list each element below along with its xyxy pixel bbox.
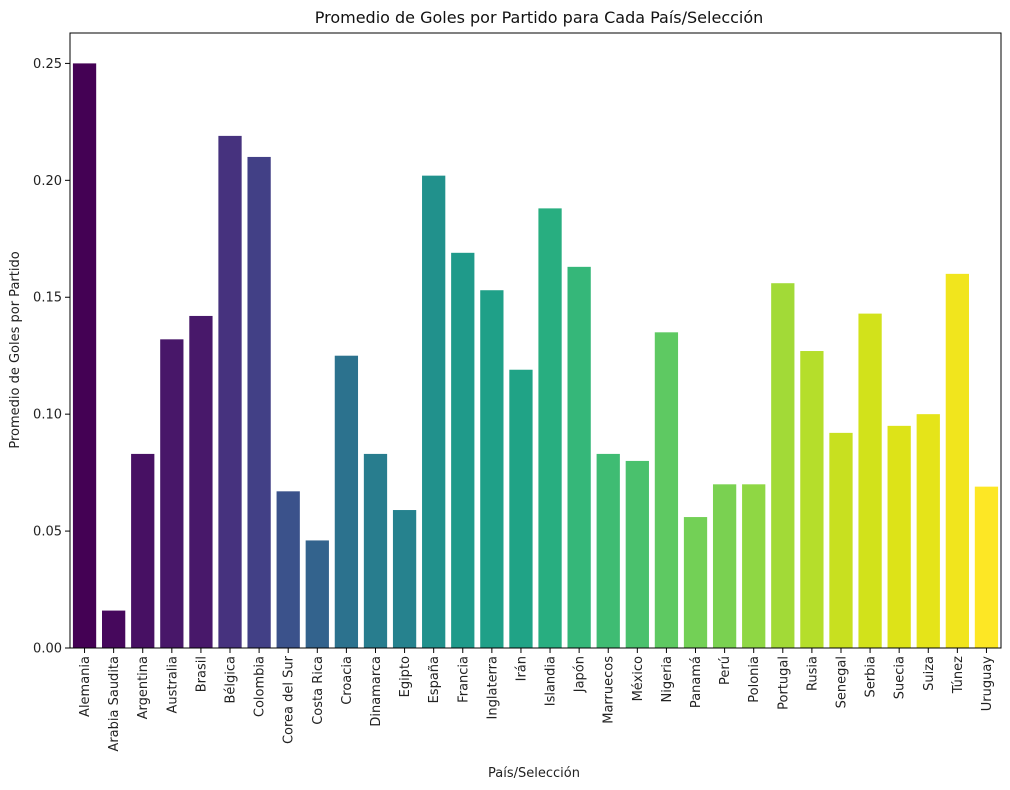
x-tick-label: Bélgica <box>224 656 239 704</box>
bar-15 <box>480 290 504 648</box>
bar-25 <box>771 283 795 648</box>
x-tick-label: Portugal <box>776 656 791 710</box>
bars-group <box>72 63 999 649</box>
bar-31 <box>945 273 969 648</box>
x-tick-label: Perú <box>718 656 733 685</box>
x-tick-label: Japón <box>573 656 588 693</box>
bar-30 <box>916 414 940 648</box>
bar-32 <box>974 486 999 648</box>
bar-10 <box>334 355 359 648</box>
x-tick-label: Suecia <box>893 656 908 699</box>
bar-24 <box>742 484 766 648</box>
bar-20 <box>625 460 649 648</box>
bar-8 <box>276 491 300 648</box>
x-tick-label: España <box>427 656 442 703</box>
y-tick-label: 0.05 <box>33 525 62 540</box>
bar-7 <box>247 156 271 648</box>
bar-19 <box>596 453 620 648</box>
x-tick-label: Polonia <box>747 656 762 703</box>
x-tick-label: Rusia <box>805 656 820 691</box>
bar-14 <box>451 252 475 649</box>
x-tick-label: Túnez <box>951 656 966 694</box>
x-tick-label: Arabia Saudita <box>107 656 122 752</box>
x-tick-label: Egipto <box>398 656 413 697</box>
x-tick-label: Panamá <box>689 656 704 708</box>
bar-1 <box>72 63 97 649</box>
x-tick-label: Serbia <box>864 656 879 697</box>
bar-5 <box>189 315 213 648</box>
chart-title: Promedio de Goles por Partido para Cada … <box>315 8 764 27</box>
x-tick-label: Colombia <box>253 656 268 717</box>
x-tick-label: Irán <box>514 656 529 681</box>
x-tick-label: Marruecos <box>602 656 617 724</box>
bar-2 <box>102 610 126 648</box>
bar-3 <box>131 453 155 648</box>
x-tick-label: Croacia <box>340 656 355 705</box>
bar-18 <box>567 266 591 648</box>
x-tick-label: Argentina <box>136 656 151 719</box>
x-tick-label: Dinamarca <box>369 656 384 727</box>
bar-29 <box>887 425 911 648</box>
x-tick-label: Suiza <box>922 656 937 691</box>
x-tick-label: Brasil <box>194 656 209 692</box>
bar-21 <box>654 332 679 648</box>
x-tick-label: Islandia <box>544 656 559 706</box>
x-tick-label: Australia <box>165 656 180 714</box>
bar-6 <box>218 135 242 648</box>
x-tick-label: Senegal <box>834 656 849 708</box>
x-tick-label: México <box>631 656 646 701</box>
y-tick-label: 0.20 <box>33 174 62 189</box>
x-tick-label: Alemania <box>78 656 93 717</box>
bar-28 <box>858 313 882 648</box>
x-axis-ticks: Alemania Arabia Saudita Argentina Australia… <box>78 648 995 752</box>
bar-13 <box>422 175 446 648</box>
y-tick-label: 0.10 <box>33 408 62 423</box>
y-axis-title: Promedio de Goles por Partido <box>8 251 23 448</box>
y-tick-label: 0.15 <box>33 291 62 306</box>
x-tick-label: Costa Rica <box>311 656 326 725</box>
x-tick-label: Corea del Sur <box>282 655 297 744</box>
x-tick-label: Inglaterra <box>485 656 500 719</box>
bar-4 <box>160 339 184 648</box>
x-axis-title: País/Selección <box>488 766 580 781</box>
bar-23 <box>712 484 737 648</box>
bar-11 <box>363 453 388 648</box>
x-tick-label: Uruguay <box>980 656 995 712</box>
plot-frame <box>69 32 1002 649</box>
bar-16 <box>509 369 533 648</box>
y-axis-ticks: 0.00 0.05 0.10 0.15 0.20 0.25 <box>33 57 70 657</box>
x-tick-label: Francia <box>456 656 471 703</box>
bar-17 <box>538 208 562 648</box>
bar-27 <box>829 432 853 648</box>
bar-22 <box>683 517 708 648</box>
x-tick-label: Nigeria <box>660 656 675 703</box>
y-tick-label: 0.25 <box>33 57 62 72</box>
bar-12 <box>392 510 417 648</box>
bar-26 <box>800 351 824 648</box>
bar-9 <box>305 540 329 648</box>
y-tick-label: 0.00 <box>33 642 62 657</box>
